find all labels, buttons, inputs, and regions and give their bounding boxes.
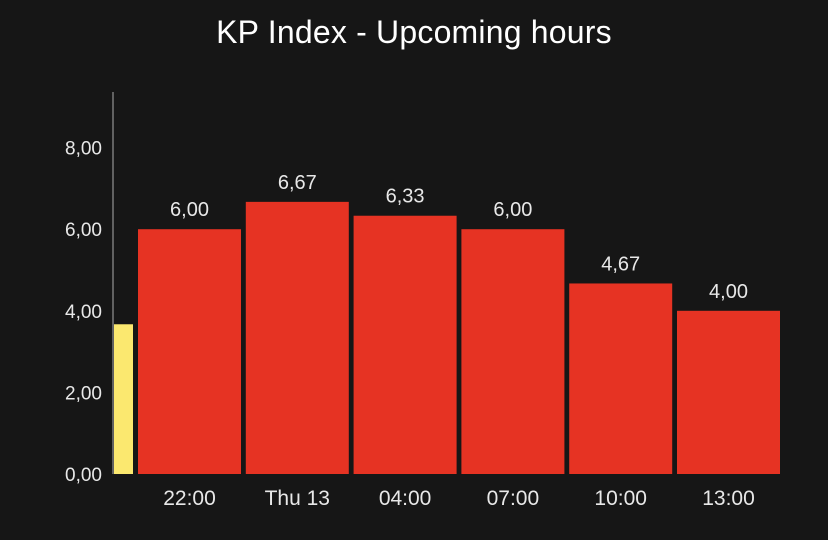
- x-tick-label: 07:00: [487, 487, 540, 510]
- y-tick-label: 8,00: [65, 139, 102, 160]
- bar: [138, 229, 241, 474]
- current-kp-bar: [114, 324, 133, 474]
- x-tick-label: 22:00: [163, 487, 216, 510]
- bar: [569, 283, 673, 474]
- category-labels: 22:00 Thu 13 04:00 07:00 10:00 13:00: [163, 487, 755, 510]
- x-tick-label: 13:00: [702, 487, 755, 510]
- bar: [461, 229, 565, 474]
- bar: [353, 215, 457, 474]
- bar-value-label: 4,00: [709, 281, 748, 303]
- y-tick-label: 0,00: [65, 465, 102, 486]
- chart-title: KP Index - Upcoming hours: [216, 14, 612, 50]
- data-labels: 6,00 6,67 6,33 6,00 4,67 4,00: [170, 172, 748, 303]
- bar-value-label: 6,33: [386, 186, 425, 208]
- y-tick-label: 2,00: [65, 383, 102, 404]
- x-tick-label: Thu 13: [265, 487, 330, 510]
- bar-value-label: 4,67: [601, 253, 640, 275]
- bar: [677, 310, 780, 474]
- y-axis-ticks: 0,00 2,00 4,00 6,00 8,00: [65, 139, 102, 486]
- y-tick-label: 4,00: [65, 302, 102, 323]
- bar-value-label: 6,67: [278, 172, 317, 194]
- bar: [245, 201, 349, 474]
- y-tick-label: 6,00: [65, 220, 102, 241]
- bars: [114, 201, 780, 474]
- x-tick-label: 10:00: [594, 487, 647, 510]
- x-tick-label: 04:00: [379, 487, 432, 510]
- bar-value-label: 6,00: [170, 199, 209, 221]
- bar-value-label: 6,00: [493, 199, 532, 221]
